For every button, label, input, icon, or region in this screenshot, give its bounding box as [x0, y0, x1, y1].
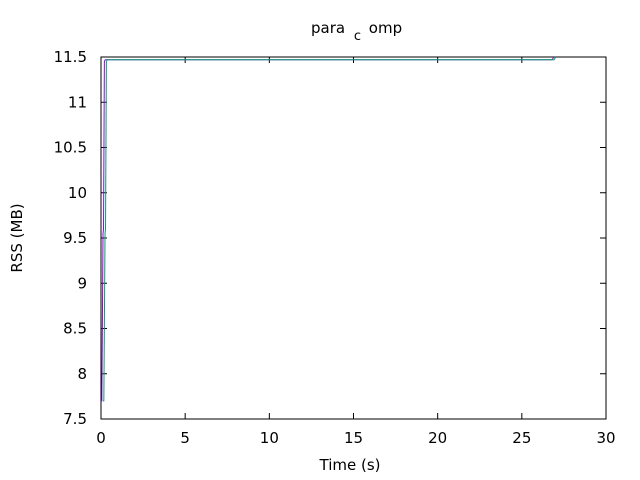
plot-area-border — [100, 56, 607, 420]
series-layer — [101, 56, 557, 402]
series-line-1 — [103, 56, 557, 402]
x-axis: 0 5 10 15 20 25 30 — [96, 57, 616, 447]
y-tick-label: 9.5 — [63, 229, 87, 247]
y-tick-label: 9 — [77, 274, 87, 292]
chart-title-main: para — [311, 19, 345, 37]
y-axis-title: RSS (MB) — [8, 203, 26, 272]
x-axis-title: Time (s) — [319, 456, 381, 474]
x-tick-label: 5 — [180, 429, 190, 447]
x-tick-label: 25 — [512, 429, 531, 447]
y-tick-label: 10 — [68, 184, 87, 202]
y-axis: 7.5 8 8.5 9 9.5 10 10.5 11 11.5 — [54, 48, 606, 428]
x-tick-label: 15 — [344, 429, 363, 447]
chart-title-subscript: c — [354, 29, 361, 44]
y-tick-label: 8.5 — [63, 320, 87, 338]
x-tick-label: 10 — [260, 429, 279, 447]
series-line-0 — [101, 56, 555, 402]
chart-title: para c omp — [311, 19, 402, 44]
x-tick-label: 20 — [428, 429, 447, 447]
chart-title-rest: omp — [369, 19, 402, 37]
svg-text:para c omp: para c omp — [311, 19, 402, 44]
y-tick-label: 8 — [77, 365, 87, 383]
y-tick-label: 11 — [68, 93, 87, 111]
y-tick-label: 10.5 — [54, 139, 87, 157]
x-tick-label: 0 — [96, 429, 106, 447]
y-tick-label: 7.5 — [63, 410, 87, 428]
y-tick-label: 11.5 — [54, 48, 87, 66]
x-tick-label: 30 — [596, 429, 615, 447]
